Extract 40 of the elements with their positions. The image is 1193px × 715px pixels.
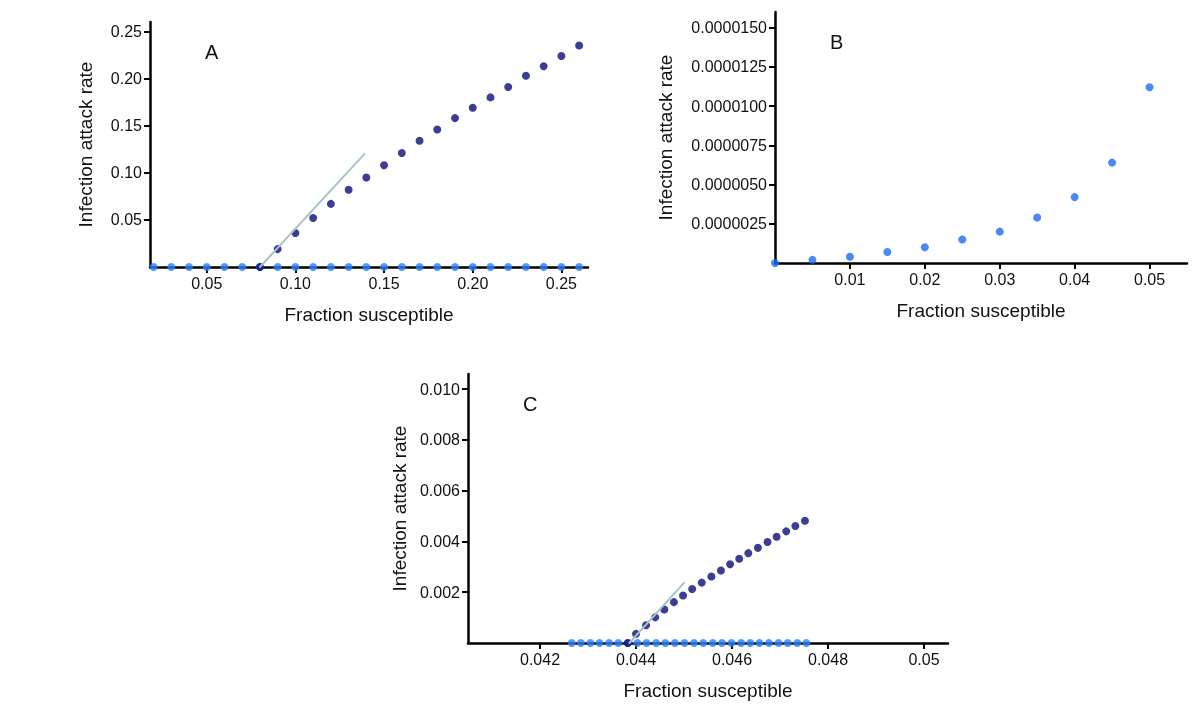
y-tick-label: 0.010: [419, 380, 461, 398]
y-tick-label: 0.0000025: [691, 215, 768, 233]
x-axis-title: Fraction susceptible: [896, 300, 1066, 321]
x-tick-label: 0.04: [1059, 270, 1091, 288]
x-tick-label: 0.042: [519, 650, 561, 668]
y-tick-label: 0.05: [110, 211, 143, 229]
x-tick-label: 0.15: [368, 274, 400, 292]
y-tick-label: 0.004: [419, 532, 461, 550]
y-tick-label: 0.25: [110, 22, 143, 40]
x-tick-label: 0.10: [279, 274, 312, 292]
y-tick-label: 0.0000075: [691, 136, 768, 154]
y-axis-title: Infection attack rate: [75, 61, 96, 228]
y-axis-title: Infection attack rate: [389, 425, 411, 592]
x-tick-label: 0.03: [984, 270, 1016, 288]
annotation: C: [523, 393, 538, 415]
x-tick-label: 0.25: [545, 274, 578, 292]
y-tick-label: 0.006: [419, 482, 461, 500]
y-tick-label: 0.008: [419, 431, 461, 449]
x-tick-label: 0.05: [908, 650, 940, 668]
y-tick-label: 0.0000150: [691, 19, 768, 37]
y-tick-label: 0.0000050: [691, 176, 768, 194]
annotation: B: [830, 31, 844, 53]
y-axis-title: Infection attack rate: [655, 54, 676, 221]
x-tick-label: 0.05: [1133, 270, 1166, 288]
x-tick-label: 0.048: [807, 650, 849, 668]
y-tick-label: 0.10: [110, 164, 143, 182]
x-tick-label: 0.02: [909, 270, 941, 288]
y-tick-label: 0.20: [110, 70, 143, 88]
x-tick-label: 0.044: [615, 650, 657, 668]
x-tick-label: 0.20: [457, 274, 489, 292]
x-tick-label: 0.05: [191, 274, 223, 292]
y-tick-label: 0.002: [419, 583, 461, 601]
x-tick-label: 0.01: [834, 270, 866, 288]
x-axis-title: Fraction susceptible: [284, 304, 454, 325]
y-tick-label: 0.0000125: [691, 58, 768, 76]
x-axis-title: Fraction susceptible: [623, 680, 793, 701]
x-tick-label: 0.046: [711, 650, 753, 668]
annotation: A: [205, 41, 219, 63]
y-tick-label: 0.15: [110, 117, 143, 135]
y-tick-label: 0.0000100: [691, 97, 768, 115]
